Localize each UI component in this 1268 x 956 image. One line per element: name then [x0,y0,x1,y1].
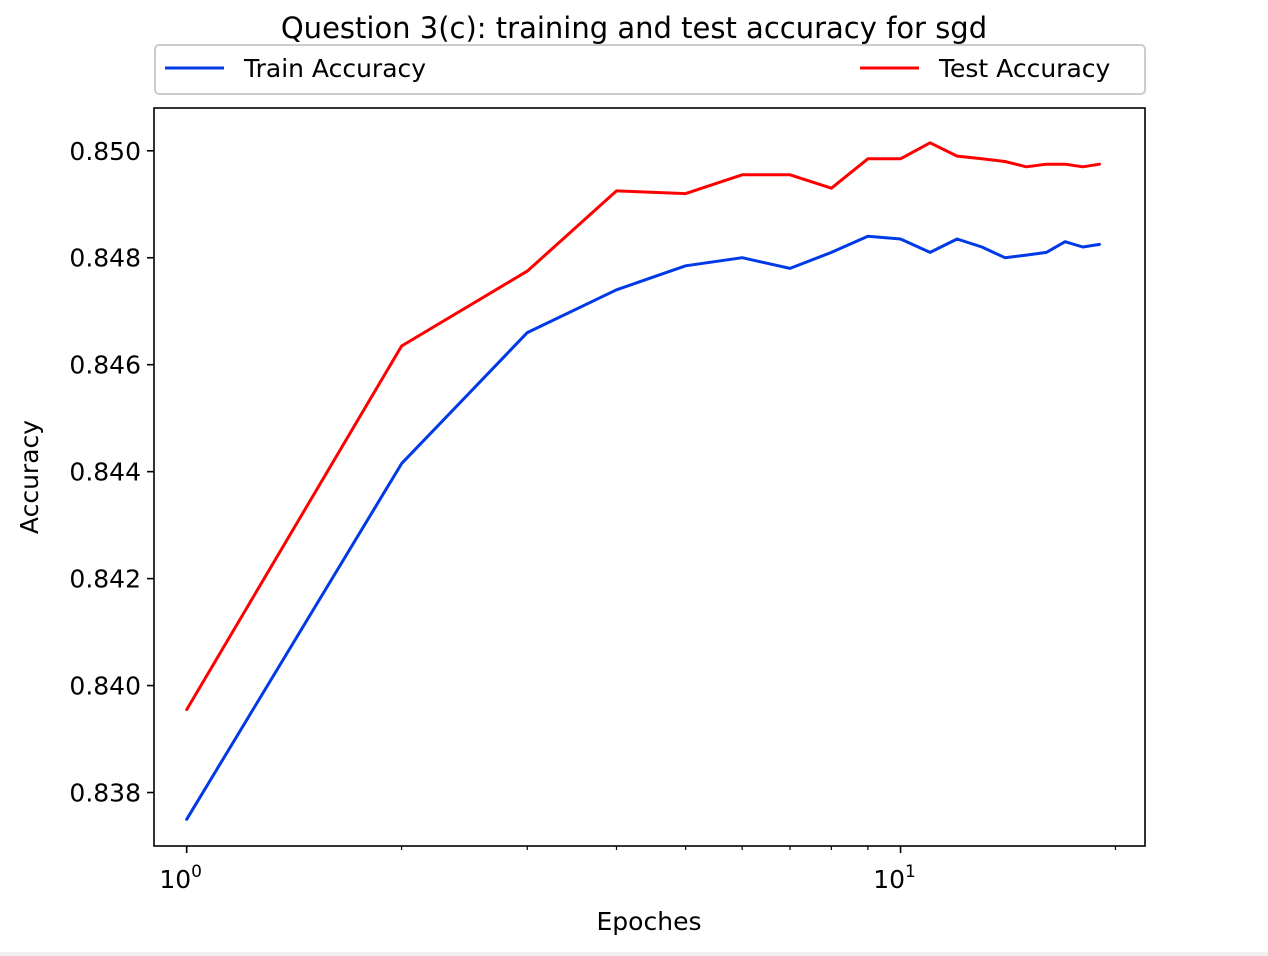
legend-label-train: Train Accuracy [243,54,426,83]
legend: Train Accuracy Test Accuracy [154,44,1146,95]
y-tick-label: 0.848 [69,244,141,273]
y-tick-label: 0.844 [69,458,141,487]
y-tick-label: 0.850 [69,137,141,166]
series-line-test [185,141,1101,712]
series-line-train [185,234,1101,821]
chart-title: Question 3(c): training and test accurac… [281,11,987,45]
y-axis-label: Accuracy [15,420,44,534]
legend-frame [154,44,1146,95]
x-axis-label: Epoches [597,907,702,936]
axis-layer: 0.838 0.840 0.842 0.844 0.846 0.848 0.850 100 10… [69,137,1117,894]
plot-frame [153,107,1146,847]
plot-layer [185,141,1101,821]
legend-label-test: Test Accuracy [938,54,1111,83]
x-tick-label: 101 [873,862,916,894]
x-tick-label: 100 [159,862,202,894]
y-tick-label: 0.846 [69,351,141,380]
y-tick-label: 0.840 [69,672,141,701]
y-tick-label: 0.838 [69,779,141,808]
bottom-strip [0,952,1268,956]
y-tick-label: 0.842 [69,565,141,594]
